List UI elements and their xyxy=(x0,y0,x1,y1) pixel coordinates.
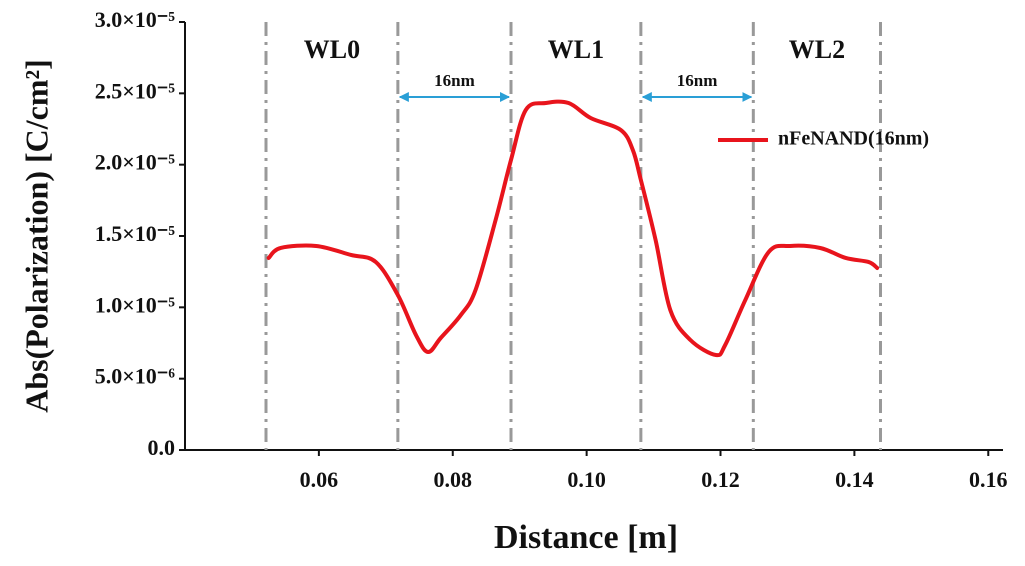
y-tick-label: 1.0×10⁻⁵ xyxy=(95,292,176,317)
x-axis-title: Distance [m] xyxy=(494,519,678,556)
y-tick-label: 2.0×10⁻⁵ xyxy=(95,150,176,175)
y-tick-label: 2.5×10⁻⁵ xyxy=(95,78,176,103)
y-tick-label: 0.0 xyxy=(148,435,176,460)
gap-label: 16nm xyxy=(677,71,718,90)
region-label: WL1 xyxy=(548,35,604,64)
y-tick-label: 3.0×10⁻⁵ xyxy=(95,7,176,32)
series-line xyxy=(266,99,880,358)
y-axis-title: Abs(Polarization) [C/cm²] xyxy=(18,59,54,413)
gap-label: 16nm xyxy=(434,71,475,90)
x-tick-label: 0.14 xyxy=(835,467,874,492)
legend-label: nFeNAND(16nm) xyxy=(778,128,929,150)
x-tick-label: 0.08 xyxy=(434,467,473,492)
y-tick-label: 1.5×10⁻⁵ xyxy=(95,221,176,246)
region-label: WL2 xyxy=(789,35,845,64)
region-label: WL0 xyxy=(304,35,360,64)
y-tick-label: 5.0×10⁻⁶ xyxy=(95,364,176,389)
x-tick-label: 0.10 xyxy=(567,467,606,492)
x-tick-label: 0.06 xyxy=(300,467,339,492)
x-tick-label: 0.12 xyxy=(701,467,740,492)
x-tick-label: 0.16 xyxy=(969,467,1008,492)
